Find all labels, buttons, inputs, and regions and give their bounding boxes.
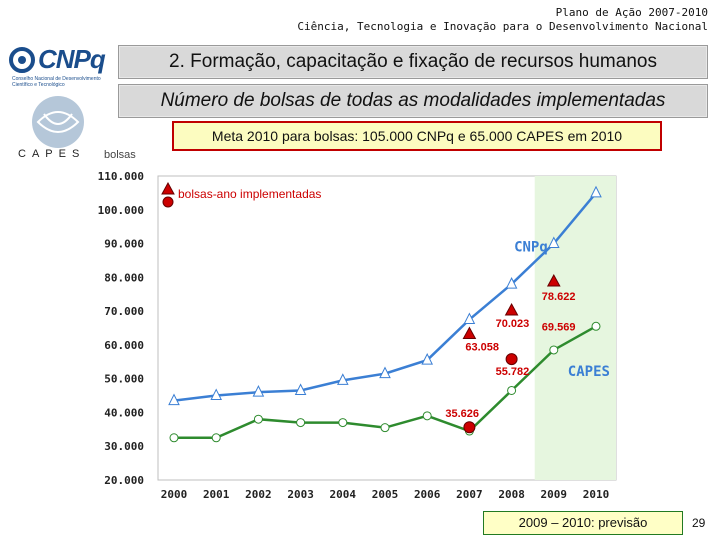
cnpq-point (252, 385, 265, 397)
y-tick-label: 30.000 (104, 440, 144, 453)
implemented-circle (505, 353, 518, 366)
x-tick-label: 2008 (498, 488, 525, 501)
implemented-label: 63.058 (465, 342, 499, 354)
page-number: 29 (692, 516, 706, 530)
capes-point (422, 411, 432, 421)
capes-point (338, 418, 348, 428)
capes-point (169, 433, 179, 443)
cnpq-logo-subtitle: Conselho Nacional de Desenvolvimento Cie… (12, 76, 101, 88)
cnpq-logo-icon (9, 47, 84, 148)
cnpq-point (294, 383, 307, 395)
legend-circle-icon (162, 196, 174, 208)
goal-box: Meta 2010 para bolsas: 105.000 CNPq e 65… (172, 121, 662, 151)
implemented-circle (463, 421, 476, 434)
subtitle-band: Número de bolsas de todas as modalidades… (118, 84, 708, 118)
cnpq-point (168, 393, 180, 406)
implemented-triangle (546, 273, 561, 287)
legend-triangle-icon (161, 181, 175, 195)
forecast-band (534, 176, 616, 480)
implemented-label: 78.622 (542, 291, 576, 303)
capes-globe-icon (32, 96, 84, 148)
implemented-label: 55.782 (496, 366, 530, 378)
implemented-triangle (462, 326, 477, 340)
capes-logo-text: CAPES (18, 148, 86, 160)
y-tick-label: 60.000 (104, 339, 144, 352)
x-tick-label: 2003 (287, 488, 314, 501)
cnpq-point (505, 276, 518, 289)
y-tick-label: 80.000 (104, 271, 144, 284)
capes-point (549, 345, 559, 355)
header-subtitle: Ciência, Tecnologia e Inovação para o De… (297, 20, 708, 33)
x-tick-label: 2000 (161, 488, 188, 501)
x-tick-label: 2007 (456, 488, 483, 501)
x-tick-label: 2002 (245, 488, 272, 501)
x-tick-label: 2010 (583, 488, 610, 501)
implemented-label: 35.626 (445, 408, 479, 420)
cnpq-point (463, 312, 476, 325)
forecast-note: 2009 – 2010: previsão (483, 511, 683, 535)
cnpq-point (590, 185, 602, 198)
chart-subtitle: Número de bolsas de todas as modalidades… (160, 90, 666, 111)
cnpq-point (547, 236, 560, 249)
implemented-triangle (504, 302, 519, 316)
cnpq-point (336, 373, 349, 385)
section-title-band: 2. Formação, capacitação e fixação de re… (118, 45, 708, 79)
legend-label: bolsas-ano implementadas (178, 187, 321, 201)
y-tick-label: 40.000 (104, 406, 144, 419)
cnpq-point (210, 388, 223, 401)
logo-area: CNPq Conselho Nacional de Desenvolviment… (8, 42, 108, 152)
x-tick-label: 2001 (203, 488, 230, 501)
implemented-label: 70.023 (496, 318, 530, 330)
x-tick-label: 2006 (414, 488, 441, 501)
capes-point (211, 433, 221, 443)
y-unit-label: bolsas (104, 149, 136, 161)
y-tick-label: 70.000 (104, 305, 144, 318)
section-title: 2. Formação, capacitação e fixação de re… (169, 51, 657, 72)
y-tick-label: 110.000 (98, 170, 144, 183)
capes-point (591, 321, 601, 331)
y-tick-label: 50.000 (104, 373, 144, 386)
cnpq-point (421, 352, 434, 365)
capes-point (507, 385, 517, 395)
y-tick-label: 20.000 (104, 474, 144, 487)
capes-point (253, 414, 263, 424)
y-tick-label: 100.000 (98, 204, 144, 217)
capes-point (380, 423, 390, 433)
x-tick-label: 2004 (330, 488, 357, 501)
x-tick-label: 2009 (541, 488, 568, 501)
implemented-label: 69.569 (542, 322, 576, 334)
x-tick-label: 2005 (372, 488, 399, 501)
header-title: Plano de Ação 2007-2010 (555, 6, 708, 19)
capes-point (296, 418, 306, 428)
y-tick-label: 90.000 (104, 238, 144, 251)
cnpq-logo-text: CNPq (38, 44, 106, 74)
cnpq-point (379, 366, 391, 379)
series-label-capes: CAPES (568, 364, 610, 380)
series-label-cnpq: CNPq (514, 240, 548, 256)
